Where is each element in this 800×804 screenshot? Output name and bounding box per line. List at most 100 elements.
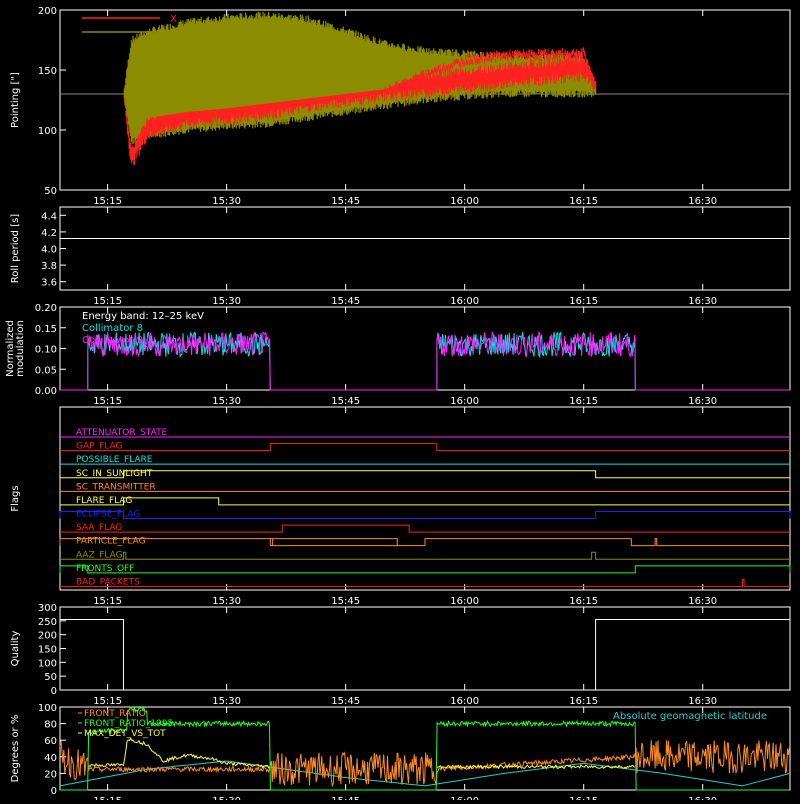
roll_period-ylabel: Roll period [s]	[10, 214, 21, 283]
flag-label-saa_flag: SAA_FLAG	[76, 523, 122, 533]
quality-xtick-label: 15:45	[331, 696, 360, 707]
roll_period-xtick-label: 16:00	[450, 296, 479, 307]
roll_period-ytick-label: 4.4	[41, 211, 57, 222]
flags-xtick-label: 15:30	[212, 596, 241, 607]
quality-ytick-label: 200	[38, 631, 57, 642]
modulation-ytick-label: 0.00	[35, 386, 57, 397]
flag-label-flare_flag: FLARE_FLAG	[76, 496, 132, 506]
ratios-legend-label: FRONT_RATIO_1995	[84, 719, 173, 729]
ratios-series-max-det	[87, 737, 635, 770]
pointing-xtick-label: 15:45	[331, 196, 360, 207]
ratios-annotation-geomag: Absolute geomagnetic latitude	[613, 711, 767, 722]
flags-xtick-label: 16:15	[569, 596, 598, 607]
modulation-legend-label: Collimator 8	[82, 323, 143, 334]
flags-ylabel: Flags	[10, 485, 21, 511]
flag-label-eclipse_flag: ECLIPSE_FLAG	[76, 510, 140, 520]
flag-line-saa_flag	[60, 524, 790, 533]
modulation-series-collimator_9	[60, 330, 790, 391]
pointing-legend-label: Y	[169, 28, 177, 39]
modulation-ytick-label: 0.20	[35, 303, 57, 314]
roll_period-xtick-label: 16:30	[688, 296, 717, 307]
ratios-panel: 15:15 15:30 15:45 16:00 16:15 16:30 0 20 40 60 80 1…	[10, 703, 791, 804]
modulation-xtick-label: 16:30	[688, 396, 717, 407]
ratios-series-front-ratio	[59, 740, 790, 788]
ratios-ylabel: Degrees or %	[10, 715, 21, 783]
pointing-ytick-label: 100	[38, 126, 57, 137]
roll_period-frame	[59, 206, 791, 291]
pointing-panel: 15:15 15:30 15:45 16:00 16:15 16:30 50 100 150 20…	[10, 6, 791, 207]
modulation-xtick-label: 16:15	[569, 396, 598, 407]
roll_period-ytick-label: 3.8	[41, 261, 57, 272]
pointing-xtick-label: 16:30	[688, 196, 717, 207]
modulation-series-collimator_8	[60, 331, 790, 391]
pointing-series-x	[123, 47, 597, 166]
ratios-ytick-label: 100	[38, 703, 57, 714]
ratios-ytick-label: 40	[44, 753, 57, 764]
flag-line-aaz_flag	[60, 551, 790, 560]
roll_period-xtick-label: 15:45	[331, 296, 360, 307]
pointing-ytick-label: 150	[38, 66, 57, 77]
flag-label-bad_packets: BAD_PACKETS	[76, 577, 140, 587]
modulation-xtick-label: 16:00	[450, 396, 479, 407]
quality-xtick-label: 15:15	[93, 696, 122, 707]
ratios-series-geomag	[59, 760, 791, 787]
ratios-ytick-label: 80	[44, 720, 57, 731]
quality-ytick-label: 150	[38, 645, 57, 656]
flag-line-eclipse_flag	[59, 511, 791, 519]
quality-xtick-label: 15:30	[212, 696, 241, 707]
ratios-series-front-ratio-1995	[60, 705, 790, 791]
flag-line-flare_flag	[60, 497, 790, 506]
pointing-legend-label: X	[170, 14, 177, 25]
flag-line-fronts_off	[59, 565, 791, 574]
pointing-xtick-label: 16:15	[569, 196, 598, 207]
flag-label-possible_flare: POSSIBLE_FLARE	[76, 455, 153, 465]
quality-xtick-label: 16:00	[450, 696, 479, 707]
quality-line	[60, 618, 790, 691]
flag-label-sc_transmitter: SC_TRANSMITTER	[76, 482, 156, 492]
ratios-xtick-label: 16:15	[569, 796, 598, 800]
ratios-xtick-label: 15:30	[212, 796, 241, 800]
quality-ylabel: Quality	[10, 631, 21, 667]
flag-line-gap_flag	[60, 443, 790, 452]
quality-ytick-label: 0	[51, 686, 57, 697]
flag-label-attenuator_state: ATTENUATOR_STATE	[76, 428, 168, 438]
quality-xtick-label: 16:15	[569, 696, 598, 707]
roll_period-ytick-label: 4.2	[41, 228, 57, 239]
flags-panel: 15:15 15:30 15:45 16:00 16:15 16:30 Flags ATTEN…	[10, 406, 791, 607]
ratios-xtick-label: 16:00	[450, 796, 479, 800]
flag-label-sc_in_sunlight: SC_IN_SUNLIGHT	[76, 469, 153, 479]
modulation-ytick-label: 0.10	[35, 345, 57, 356]
flag-line-bad_packets	[60, 578, 790, 587]
pointing-xtick-label: 15:30	[212, 196, 241, 207]
pointing-ylabel: Pointing ["]	[10, 72, 21, 128]
ratios-xtick-label: 15:15	[93, 796, 122, 800]
modulation-xtick-label: 15:45	[331, 396, 360, 407]
roll_period-ytick-label: 3.6	[41, 278, 57, 289]
pointing-frame	[59, 9, 791, 191]
quality-ytick-label: 50	[44, 672, 57, 683]
modulation-ytick-label: 0.15	[35, 324, 57, 335]
ratios-legend-label: FRONT_RATIO	[84, 709, 146, 719]
roll_period-xtick-label: 16:15	[569, 296, 598, 307]
ratios-xtick-label: 16:30	[688, 796, 717, 800]
ratios-legend-label: MAX_DET_VS_TOT	[84, 729, 166, 739]
flag-label-gap_flag: GAP_FLAG	[76, 442, 122, 452]
ratios-xtick-label: 15:45	[331, 796, 360, 800]
modulation-panel: 15:15 15:30 15:45 16:00 16:15 16:30 0.00 0.05 0.…	[5, 303, 791, 407]
quality-ytick-label: 100	[38, 658, 57, 669]
flags-xtick-label: 16:30	[688, 596, 717, 607]
flag-label-particle_flag: PARTICLE_FLAG	[76, 537, 146, 547]
modulation-xtick-label: 15:15	[93, 396, 122, 407]
flags-frame	[59, 406, 791, 591]
modulation-ytick-label: 0.05	[35, 365, 57, 376]
roll_period-panel: 15:15 15:30 15:45 16:00 16:15 16:30 3.6 3.8 4.0 4…	[10, 206, 791, 307]
modulation-ylabel: Normalized	[5, 320, 16, 377]
modulation-legend-label: Collimator 9	[82, 335, 143, 346]
quality-panel: 15:15 15:30 15:45 16:00 16:15 16:30 0 50 100 150 2…	[10, 603, 791, 707]
quality-xtick-label: 16:30	[688, 696, 717, 707]
pointing-ytick-label: 200	[38, 6, 57, 17]
roll_period-ytick-label: 4.0	[41, 245, 57, 256]
flags-xtick-label: 16:00	[450, 596, 479, 607]
